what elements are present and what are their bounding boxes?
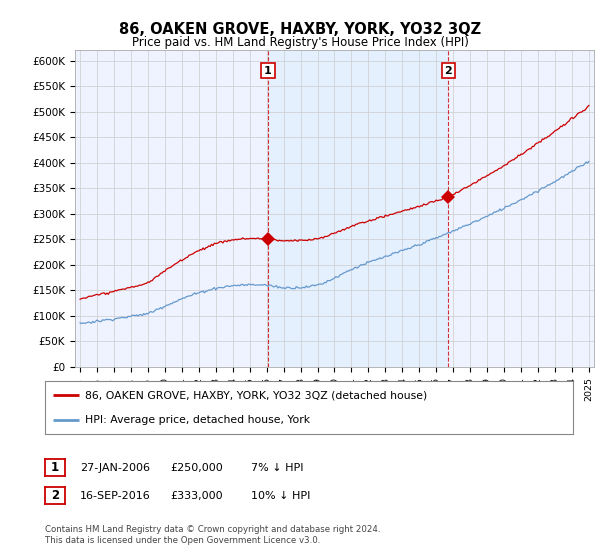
Text: 86, OAKEN GROVE, HAXBY, YORK, YO32 3QZ: 86, OAKEN GROVE, HAXBY, YORK, YO32 3QZ: [119, 22, 481, 38]
Bar: [268, 50, 448, 367]
Text: 2: 2: [445, 66, 452, 76]
Text: £333,000: £333,000: [170, 491, 223, 501]
Text: Price paid vs. HM Land Registry's House Price Index (HPI): Price paid vs. HM Land Registry's House …: [131, 36, 469, 49]
Text: HPI: Average price, detached house, York: HPI: Average price, detached house, York: [85, 414, 310, 424]
Text: 10% ↓ HPI: 10% ↓ HPI: [251, 491, 310, 501]
Text: 2: 2: [51, 489, 59, 502]
Text: Contains HM Land Registry data © Crown copyright and database right 2024.
This d: Contains HM Land Registry data © Crown c…: [45, 525, 380, 545]
Text: £250,000: £250,000: [170, 463, 223, 473]
Text: 16-SEP-2016: 16-SEP-2016: [80, 491, 151, 501]
Text: 27-JAN-2006: 27-JAN-2006: [80, 463, 150, 473]
Text: 7% ↓ HPI: 7% ↓ HPI: [251, 463, 303, 473]
Text: 1: 1: [264, 66, 272, 76]
Text: 1: 1: [51, 461, 59, 474]
Text: 86, OAKEN GROVE, HAXBY, YORK, YO32 3QZ (detached house): 86, OAKEN GROVE, HAXBY, YORK, YO32 3QZ (…: [85, 390, 427, 400]
